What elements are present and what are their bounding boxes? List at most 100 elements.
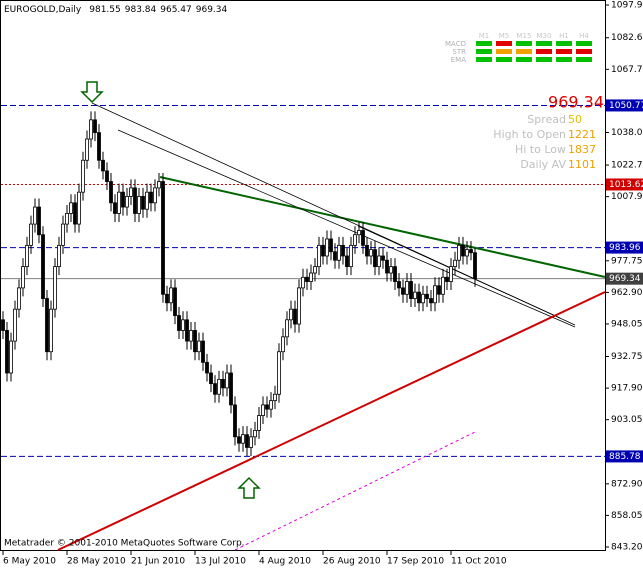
candle-body <box>257 415 261 431</box>
candle-body <box>241 434 245 444</box>
candle-body <box>81 159 85 193</box>
candle-body <box>33 206 37 225</box>
signal-box <box>496 49 512 54</box>
candle-body <box>325 238 329 257</box>
candle-body <box>417 291 421 304</box>
candle-body <box>45 298 49 353</box>
y-tick-label: 872.90 <box>611 479 643 489</box>
signal-box <box>576 41 592 46</box>
candle-body <box>469 249 473 254</box>
timeframe-label: M1 <box>479 32 490 40</box>
y-tick-label: 962.90 <box>611 288 643 298</box>
candle-body <box>265 404 269 410</box>
candle-body <box>73 202 77 225</box>
current-price-tag <box>606 272 643 285</box>
candle-body <box>213 383 217 395</box>
timeframe-label: M30 <box>537 32 552 40</box>
signal-box <box>476 49 492 54</box>
candle-body <box>25 244 29 268</box>
candle-body <box>457 244 461 261</box>
candle-body <box>141 196 145 210</box>
signal-box <box>556 41 572 46</box>
candle-body <box>281 336 285 353</box>
candle-body <box>217 378 221 395</box>
trendline <box>57 291 606 551</box>
candle-body <box>97 132 101 161</box>
stat-label: Daily AV <box>520 158 566 171</box>
signal-box <box>536 57 552 62</box>
candle-body <box>193 330 197 353</box>
indicator-label: STR <box>452 48 466 56</box>
timeframe-label: H1 <box>559 32 569 40</box>
stat-label: High to Open <box>493 128 566 141</box>
y-tick-label: 1067.75 <box>611 65 643 75</box>
candle-body <box>361 230 365 246</box>
candle-body <box>5 330 9 374</box>
stat-label: Hi to Low <box>515 143 566 156</box>
candle-body <box>289 308 293 321</box>
candle-body <box>61 223 65 246</box>
signal-box <box>476 57 492 62</box>
candle-body <box>69 202 73 214</box>
candle-body <box>373 249 377 268</box>
candle-body <box>41 234 45 299</box>
trendline <box>117 129 576 328</box>
candle-body <box>201 340 205 363</box>
x-tick-label: 6 May 2010 <box>3 557 56 567</box>
candle-body <box>101 159 105 172</box>
current-price-label: 969.34 <box>609 274 641 284</box>
candle-body <box>261 404 265 416</box>
candle-body <box>189 330 193 342</box>
header-close: 969.34 <box>196 5 228 15</box>
y-tick-label: 1007.90 <box>611 192 643 202</box>
candle-body <box>225 372 229 389</box>
header: EUROGOLD,Daily 981.55 983.84 965.47 969.34 <box>4 5 228 15</box>
candle-body <box>89 119 93 140</box>
candle-body <box>149 191 153 204</box>
signal-box <box>556 49 572 54</box>
candle-body <box>389 266 393 274</box>
y-tick-label: 843.20 <box>611 543 643 553</box>
level-label: 1050.77 <box>609 101 643 111</box>
y-tick-label: 932.75 <box>611 352 643 362</box>
big-price: 969.34 <box>548 93 604 112</box>
candle-body <box>317 244 321 268</box>
stat-value: 1837 <box>568 143 596 156</box>
candle-body <box>93 119 97 134</box>
candle-body <box>333 251 337 261</box>
candle-body <box>49 308 53 353</box>
header-high: 983.84 <box>125 5 157 15</box>
candle-body <box>413 291 417 299</box>
candle-body <box>297 287 301 325</box>
x-tick-label: 13 Jul 2010 <box>195 557 246 567</box>
candle-body <box>237 436 241 444</box>
candle-body <box>205 361 209 374</box>
header-low: 965.47 <box>160 5 192 15</box>
candle-body <box>305 276 309 282</box>
x-tick-label: 21 Jun 2010 <box>131 557 185 567</box>
candle-body <box>353 234 357 246</box>
candle-body <box>9 340 13 374</box>
candle-body <box>341 244 345 257</box>
x-tick-label: 11 Oct 2010 <box>451 557 507 567</box>
candle-body <box>13 308 17 342</box>
y-tick-label: 1038.05 <box>611 128 643 138</box>
candle-body <box>249 436 253 448</box>
candle-body <box>293 308 297 325</box>
candle-body <box>229 372 233 406</box>
timeframe-label: H4 <box>579 32 589 40</box>
candle-body <box>105 170 109 182</box>
candle-body <box>165 293 169 304</box>
candle-body <box>321 244 325 257</box>
candle-body <box>385 259 389 274</box>
candle-body <box>425 293 429 299</box>
header-open: 981.55 <box>89 5 121 15</box>
candle-body <box>301 276 305 289</box>
stat-value: 50 <box>568 113 582 126</box>
level-tag <box>606 241 643 254</box>
candle-body <box>185 319 189 342</box>
y-tick-label: 948.05 <box>611 319 643 329</box>
y-tick-label: 1082.60 <box>611 33 643 43</box>
signal-box <box>496 41 512 46</box>
